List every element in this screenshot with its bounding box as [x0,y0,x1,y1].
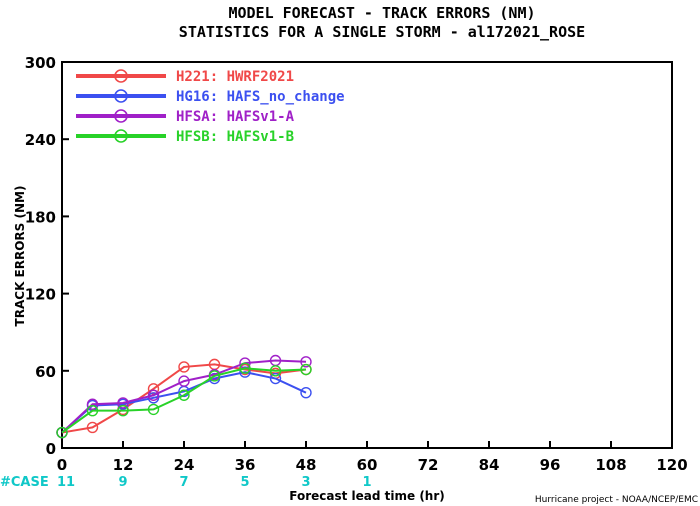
legend-swatch-marker [114,129,128,143]
legend-item: HG16: HAFS_no_change [76,89,345,105]
chart-subtitle: STATISTICS FOR A SINGLE STORM - al172021… [179,23,585,41]
data-point [147,389,160,401]
x-tick-label: 0 [57,456,67,474]
legend-swatch-marker [114,89,128,103]
data-point [117,397,129,409]
series-layer [56,354,312,439]
series-line [61,359,307,434]
series-line [61,363,307,434]
data-point [178,361,190,373]
case-count: 9 [118,475,127,490]
x-axis: 0 12 24 36 48 60 72 84 96 108 120 [57,441,688,474]
legend-item: HFSB: HAFSv1-B [76,129,294,145]
x-tick-label: 12 [113,456,134,474]
x-tick-label: 120 [656,456,687,474]
data-point [86,421,99,434]
legend-label: HG16: HAFS_no_change [176,89,345,105]
case-count: 7 [179,475,188,490]
y-axis-label: TRACK ERRORS (NM) [13,186,27,327]
case-count: 11 [57,475,75,490]
legend-label: H221: HWRF2021 [176,69,294,85]
series-line [61,371,307,434]
case-count: 5 [240,475,249,490]
case-counts: #CASE 11 9 7 5 3 1 [0,475,372,490]
data-point [269,372,282,385]
data-point [300,386,312,399]
x-tick-label: 48 [296,456,317,474]
data-point [239,362,251,374]
y-tick-label: 0 [46,440,56,458]
legend: H221: HWRF2021 HG16: HAFS_no_change HFSA: … [76,69,345,145]
x-tick-label: 60 [357,456,378,474]
case-count: 3 [301,475,310,490]
y-tick-label: 120 [25,286,56,304]
data-point [178,389,190,401]
y-tick-label: 300 [25,54,56,72]
data-point [86,404,99,417]
data-point [208,370,221,382]
x-tick-label: 72 [418,456,439,474]
case-count: 1 [362,475,371,490]
data-point [147,383,160,395]
series-line [61,367,307,434]
x-tick-label: 84 [479,456,500,474]
legend-label: HFSA: HAFSv1-A [176,109,295,125]
data-point [86,398,99,410]
series-3 [56,362,312,439]
data-point [269,365,282,377]
x-tick-label: 96 [540,456,561,474]
x-tick-label: 24 [174,456,195,474]
footer-credit: Hurricane project - NOAA/NCEP/EMC [535,495,698,505]
data-point [178,375,190,387]
data-point [56,426,68,439]
legend-item: H221: HWRF2021 [76,69,294,85]
legend-swatch-marker [114,69,128,83]
legend-label: HFSB: HAFSv1-B [176,129,294,145]
y-tick-label: 240 [25,131,56,149]
legend-item: HFSA: HAFSv1-A [76,109,295,125]
y-tick-label: 180 [25,208,56,226]
y-axis: 0 60 120 180 240 300 [25,54,69,458]
data-point [117,404,129,417]
data-point [300,363,312,376]
x-tick-label: 108 [595,456,626,474]
x-tick-label: 36 [235,456,256,474]
data-point [147,403,160,416]
case-label: #CASE [0,475,49,490]
legend-swatch-marker [114,109,128,123]
x-axis-label: Forecast lead time (hr) [289,489,445,503]
y-tick-label: 60 [35,363,56,381]
data-point [300,356,312,368]
chart-title: MODEL FORECAST - TRACK ERRORS (NM) [228,4,535,22]
data-point [239,366,251,378]
